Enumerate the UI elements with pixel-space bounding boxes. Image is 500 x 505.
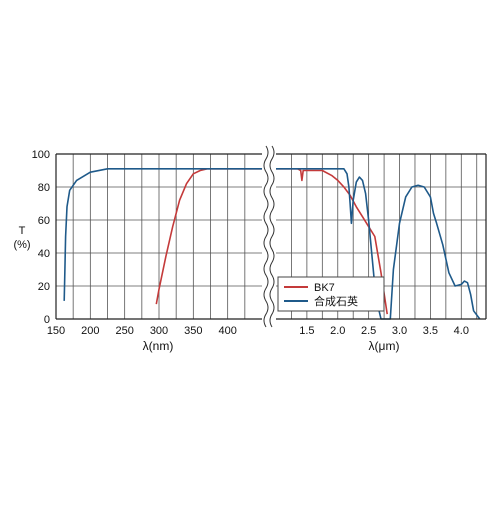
series-line-fused-silica-nm (63, 168, 262, 301)
x-tick-label-um: 2.5 (361, 325, 376, 337)
x-tick-label-um: 4.0 (454, 325, 469, 337)
legend-label-bk7: BK7 (314, 282, 335, 294)
x-tick-label-nm: 300 (150, 325, 168, 337)
y-tick-label: 0 (44, 314, 50, 326)
y-tick-label: 40 (38, 248, 50, 260)
y-tick-label: 20 (38, 281, 50, 293)
series-line-bk7-nm (155, 168, 262, 305)
axis-break-wave (263, 145, 269, 328)
y-tick-label: 60 (38, 215, 50, 227)
plot-frame (55, 153, 487, 320)
y-tick-label: 100 (32, 149, 50, 161)
x-tick-label-um: 1.5 (299, 325, 314, 337)
axis-break (263, 145, 275, 328)
legend-label-fused-silica: 合成石英 (314, 294, 358, 308)
legend-box (277, 276, 385, 312)
y-axis-label: T (19, 225, 26, 237)
x-tick-label-um: 3.5 (423, 325, 438, 337)
x-tick-label-um: 3.0 (392, 325, 407, 337)
x-axis-label-right: λ(μm) (369, 339, 400, 353)
y-axis-unit: (%) (13, 239, 30, 251)
tick-labels: 0 20 40 60 80 100 150 200 250 300 350 400 1.5 2.0 2.5 3… (32, 149, 469, 337)
x-tick-label-nm: 400 (218, 325, 236, 337)
x-tick-label-nm: 350 (184, 325, 202, 337)
x-tick-label-nm: 250 (115, 325, 133, 337)
axis-break-gap (263, 148, 275, 325)
x-tick-label-um: 2.0 (330, 325, 345, 337)
x-tick-label-nm: 150 (47, 325, 65, 337)
x-tick-label-nm: 200 (81, 325, 99, 337)
y-tick-label: 80 (38, 182, 50, 194)
legend: BK7 合成石英 (277, 276, 385, 312)
axis-break-wave (269, 145, 275, 328)
x-axis-label-left: λ(nm) (143, 339, 174, 353)
